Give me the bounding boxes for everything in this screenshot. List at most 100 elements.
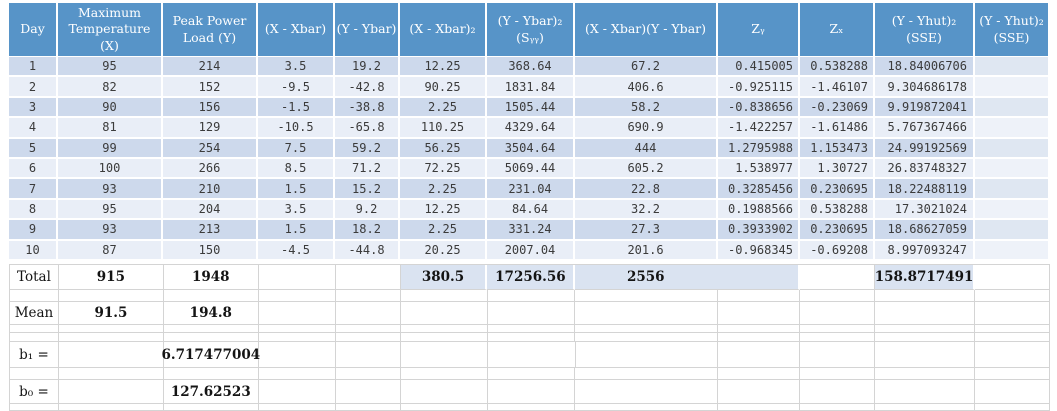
header-cell[interactable]: Zᵧ [718,3,800,57]
data-cell[interactable]: 406.6 [575,77,718,98]
empty-cell[interactable] [335,290,401,302]
empty-cell[interactable] [975,404,1050,411]
data-cell[interactable]: 2007.04 [487,240,575,261]
empty-cell[interactable] [575,368,719,380]
data-cell[interactable]: 1.30727 [800,158,875,180]
data-cell[interactable]: -10.5 [258,118,335,139]
empty-cell[interactable] [335,265,401,290]
data-cell[interactable]: 2 [9,77,58,98]
data-cell[interactable]: 1.5 [258,220,335,241]
empty-cell[interactable] [335,368,401,380]
data-cell[interactable]: 0.1988566 [718,199,800,221]
data-cell[interactable]: 1.2795988 [718,138,800,159]
data-cell[interactable]: 56.25 [400,138,487,159]
header-cell[interactable]: (X - Xbar) [258,3,335,57]
empty-cell[interactable] [258,290,336,302]
empty-cell[interactable] [875,342,976,368]
data-cell[interactable]: -38.8 [335,97,400,119]
data-cell[interactable]: 0.538288 [800,57,875,78]
empty-cell[interactable] [58,404,164,411]
data-cell[interactable]: 84.64 [487,199,575,221]
total-x-cell[interactable]: 915 [58,265,164,290]
empty-cell[interactable] [487,342,576,368]
data-cell[interactable]: 2.25 [400,97,487,119]
data-cell[interactable]: 18.84006706 [875,57,975,78]
data-cell[interactable]: 0.230695 [800,179,875,200]
empty-cell[interactable] [875,380,976,404]
data-cell[interactable] [975,220,1050,241]
empty-cell[interactable] [10,325,59,333]
empty-cell[interactable] [875,325,976,333]
empty-cell[interactable] [400,380,488,404]
empty-cell[interactable] [487,290,576,302]
empty-cell[interactable] [575,342,719,368]
empty-cell[interactable] [975,342,1050,368]
data-cell[interactable]: 110.25 [400,118,487,139]
data-cell[interactable]: 0.3933902 [718,220,800,241]
empty-cell[interactable] [58,290,164,302]
empty-cell[interactable] [575,404,719,411]
data-cell[interactable]: 95 [58,57,163,78]
empty-cell[interactable] [487,368,576,380]
empty-cell[interactable] [975,302,1050,325]
header-cell[interactable]: (Y - Yhut)₂ (SSE) [875,3,975,57]
data-cell[interactable]: 10 [9,240,58,261]
header-cell[interactable]: Day [9,3,58,57]
empty-cell[interactable] [258,368,336,380]
data-cell[interactable]: -42.8 [335,77,400,98]
empty-cell[interactable] [800,368,876,380]
data-cell[interactable]: 1 [9,57,58,78]
empty-cell[interactable] [718,333,801,342]
data-cell[interactable]: -1.46107 [800,77,875,98]
data-cell[interactable]: 254 [163,138,258,159]
empty-cell[interactable] [335,404,401,411]
data-cell[interactable]: 87 [58,240,163,261]
data-cell[interactable]: -65.8 [335,118,400,139]
data-cell[interactable]: 0.3285456 [718,179,800,200]
data-cell[interactable]: 67.2 [575,57,718,78]
data-cell[interactable]: 3.5 [258,199,335,221]
data-cell[interactable]: 368.64 [487,57,575,78]
empty-cell[interactable] [163,404,259,411]
data-cell[interactable]: 1.153473 [800,138,875,159]
empty-cell[interactable] [800,404,876,411]
empty-cell[interactable] [975,290,1050,302]
data-cell[interactable] [975,138,1050,159]
empty-cell[interactable] [718,302,801,325]
empty-cell[interactable] [800,380,876,404]
data-cell[interactable]: 3504.64 [487,138,575,159]
mean-x-cell[interactable]: 91.5 [58,302,164,325]
empty-cell[interactable] [400,325,488,333]
data-cell[interactable]: 7.5 [258,138,335,159]
data-cell[interactable]: 5.767367466 [875,118,975,139]
header-cell[interactable]: Zₓ [800,3,875,57]
data-cell[interactable]: 12.25 [400,57,487,78]
empty-cell[interactable] [258,342,336,368]
empty-cell[interactable] [487,302,576,325]
header-cell[interactable]: (Y - Ybar)₂ (Sᵧᵧ) [487,3,575,57]
total-y-cell[interactable]: 1948 [163,265,259,290]
empty-cell[interactable] [335,342,401,368]
empty-cell[interactable] [258,265,336,290]
data-cell[interactable]: 12.25 [400,199,487,221]
data-cell[interactable]: 5069.44 [487,158,575,180]
data-cell[interactable]: 20.25 [400,240,487,261]
empty-cell[interactable] [58,368,164,380]
empty-cell[interactable] [800,325,876,333]
empty-cell[interactable] [718,325,801,333]
header-cell[interactable]: Peak Power Load (Y) [163,3,258,57]
empty-cell[interactable] [875,333,976,342]
total-sxx-cell[interactable]: 380.5 [400,265,488,290]
empty-cell[interactable] [575,380,719,404]
empty-cell[interactable] [800,342,876,368]
data-cell[interactable]: 99 [58,138,163,159]
data-cell[interactable]: 0.230695 [800,220,875,241]
data-cell[interactable]: 1.538977 [718,158,800,180]
total-label-cell[interactable]: Total [10,265,59,290]
data-cell[interactable]: 444 [575,138,718,159]
data-cell[interactable]: 22.8 [575,179,718,200]
header-cell[interactable]: (Y - Ybar) [335,3,400,57]
data-cell[interactable]: -0.838656 [718,97,800,119]
data-cell[interactable]: -1.422257 [718,118,800,139]
header-cell[interactable]: (X - Xbar)(Y - Ybar) [575,3,718,57]
